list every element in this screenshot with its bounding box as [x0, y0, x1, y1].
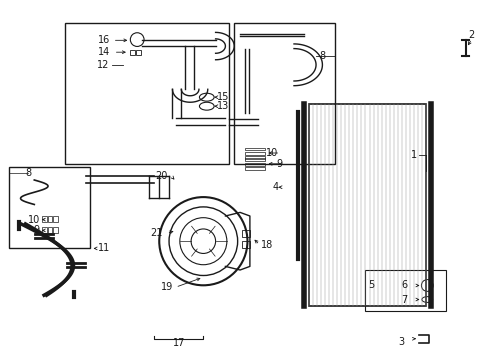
- Bar: [245, 148, 265, 150]
- Bar: [48, 227, 52, 233]
- Text: 9: 9: [276, 159, 282, 169]
- Text: 19: 19: [161, 282, 173, 292]
- Text: 16: 16: [98, 35, 110, 45]
- Text: 8: 8: [319, 51, 325, 61]
- Text: 9: 9: [34, 225, 40, 235]
- Text: 10: 10: [28, 215, 41, 225]
- Bar: [130, 50, 135, 55]
- Bar: [42, 227, 47, 233]
- Bar: [53, 227, 58, 233]
- Text: 18: 18: [261, 240, 273, 250]
- Bar: [245, 167, 265, 170]
- Text: 12: 12: [97, 60, 109, 70]
- Text: 1: 1: [411, 150, 417, 160]
- Bar: [245, 163, 265, 166]
- Bar: [136, 50, 141, 55]
- Text: 2: 2: [469, 30, 475, 40]
- Text: 3: 3: [399, 337, 405, 347]
- Bar: [309, 104, 426, 306]
- Bar: [65, 23, 229, 164]
- Text: 14: 14: [98, 47, 110, 57]
- Bar: [245, 156, 265, 159]
- Text: 5: 5: [368, 280, 374, 291]
- Text: 11: 11: [98, 243, 111, 253]
- Text: 8: 8: [25, 168, 31, 178]
- Bar: [242, 230, 250, 237]
- Text: 21: 21: [150, 228, 163, 238]
- Bar: [53, 216, 58, 222]
- Bar: [9, 167, 90, 248]
- Bar: [245, 158, 265, 161]
- Text: 17: 17: [172, 338, 185, 348]
- Text: 20: 20: [155, 171, 168, 181]
- Text: 13: 13: [217, 101, 229, 111]
- Text: 10: 10: [266, 148, 278, 158]
- Bar: [245, 152, 265, 155]
- Bar: [365, 270, 446, 311]
- Bar: [48, 216, 52, 222]
- Bar: [42, 216, 47, 222]
- Bar: [242, 241, 250, 248]
- Text: 15: 15: [217, 92, 229, 102]
- Text: 6: 6: [401, 280, 407, 291]
- Text: 4: 4: [272, 182, 278, 192]
- Text: 7: 7: [401, 294, 407, 305]
- Bar: [234, 23, 335, 164]
